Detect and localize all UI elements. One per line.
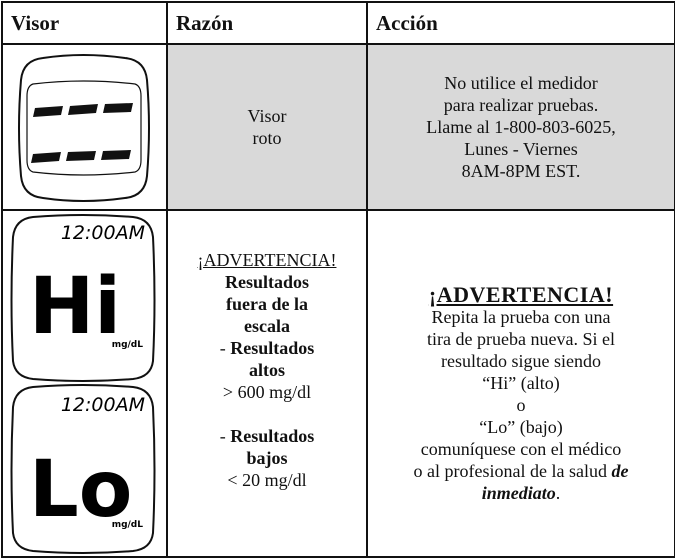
text-line: para realizar pruebas.	[443, 95, 599, 115]
lcd-unit: mg/dL	[112, 520, 144, 530]
action-cell: No utilice el medidor para realizar prue…	[366, 43, 675, 211]
warning-heading: ¡ADVERTENCIA!	[197, 250, 337, 270]
spacer	[168, 403, 366, 425]
action-cell: ¡ADVERTENCIA! Repita la prueba con una t…	[366, 209, 675, 558]
text-line: - Resultados	[168, 425, 366, 447]
text-line: escala	[244, 316, 290, 336]
lcd-broken	[18, 54, 150, 202]
emphasis: inmediato	[481, 482, 556, 503]
text: .	[555, 482, 561, 503]
display-cell: 12:00AM Hi mg/dL 12:00AM Lo mg/dL	[1, 209, 168, 558]
reason-cell: ¡ADVERTENCIA! Resultados fuera de la esc…	[166, 209, 368, 558]
lcd-frame	[18, 54, 150, 202]
dash: -	[219, 426, 226, 446]
lcd-lo: 12:00AM Lo mg/dL	[10, 384, 156, 554]
text-line: Resultados	[224, 272, 309, 292]
text-line: resultado sigue siendo	[441, 350, 601, 371]
text-line: inmediato.	[368, 482, 674, 504]
lcd-frame	[10, 384, 156, 554]
text-line: > 600 mg/dl	[222, 382, 312, 402]
text-line: o al profesional de la salud de	[368, 460, 674, 482]
text-line: 8AM-8PM EST.	[461, 161, 581, 181]
text-line: comuníquese con el médico	[420, 438, 622, 459]
bold-text: Resultados	[230, 426, 315, 446]
header-cell: Razón	[166, 1, 368, 45]
lcd-frame	[10, 214, 156, 382]
lcd-reading: Lo	[29, 445, 132, 535]
header-cell: Visor	[1, 1, 168, 45]
header-row: Visor Razón Acción	[1, 1, 675, 45]
text-line: “Lo” (bajo)	[479, 416, 563, 437]
text-line: < 20 mg/dl	[227, 470, 307, 490]
text-line: Lunes - Viernes	[464, 139, 578, 159]
lcd-window	[26, 80, 142, 176]
text-line: altos	[249, 360, 285, 380]
warning-heading: ¡ADVERTENCIA!	[428, 281, 614, 307]
lcd-reading: Hi	[29, 262, 121, 352]
dashes	[31, 103, 133, 163]
text-line: tira de prueba nueva. Si el	[427, 328, 615, 349]
text: o al profesional de la salud	[413, 460, 607, 481]
header-cell: Acción	[366, 1, 675, 45]
text-line: fuera de la	[226, 294, 308, 314]
lcd-unit: mg/dL	[112, 340, 144, 350]
text-line: roto	[252, 128, 282, 148]
lcd-pair: 12:00AM Hi mg/dL 12:00AM Lo mg/dL	[10, 214, 156, 554]
text-line: o	[516, 394, 526, 415]
text-line: - Resultados	[168, 337, 366, 359]
dash: -	[219, 338, 226, 358]
lcd-hi: 12:00AM Hi mg/dL	[10, 214, 156, 382]
lcd-time: 12:00AM	[61, 222, 145, 244]
text-line: “Hi” (alto)	[482, 372, 560, 393]
text-line: Llame al 1-800-803-6025,	[426, 117, 616, 137]
row: Visor roto No utilice el medidor para re…	[1, 43, 675, 211]
text-line: No utilice el medidor	[444, 73, 598, 93]
text-line: Repita la prueba con una	[431, 306, 611, 327]
text-line: Visor	[247, 106, 287, 126]
display-cell	[1, 43, 168, 211]
bold-text: Resultados	[230, 338, 315, 358]
text-line: bajos	[246, 448, 288, 468]
lcd-time: 12:00AM	[61, 394, 145, 416]
reason-cell: Visor roto	[166, 43, 368, 211]
emphasis: de	[611, 460, 629, 481]
row: 12:00AM Hi mg/dL 12:00AM Lo mg/dL ¡ADVER…	[1, 209, 675, 558]
